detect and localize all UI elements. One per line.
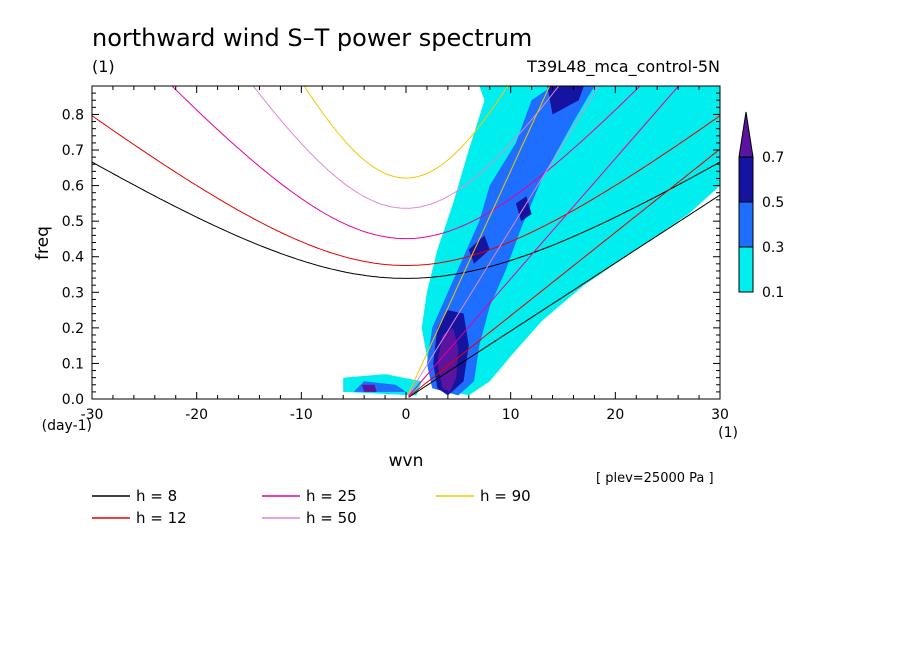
x-tick-label: 10 [502,407,520,423]
legend-label: h = 12 [136,509,187,527]
legend-label: h = 90 [480,487,531,505]
curve-h-12 [92,115,720,266]
y-tick-label: 0.6 [62,179,84,195]
contour-region [362,384,377,392]
curve-branch [408,86,680,397]
contour-region [468,235,490,264]
dispersion-curves [92,86,720,398]
colorbar-label: 0.7 [762,150,784,166]
colorbar-label: 0.1 [762,285,784,301]
run-label: T39L48_mca_control-5N [526,57,720,77]
legend-label: h = 25 [306,487,357,505]
x-tick-label: 0 [402,407,411,423]
colorbar-segment [738,201,754,248]
contour-region [479,86,527,129]
curve-branch [408,86,600,395]
x-tick-label: -10 [290,407,313,423]
y-tick-label: 0.7 [62,143,84,159]
contour-shading [343,86,720,396]
colorbar-segment [738,156,754,203]
x-tick-label: 30 [711,407,729,423]
y-tick-label: 0.3 [62,285,84,301]
y-tick-label: 0.1 [62,356,84,372]
contour-region [421,86,720,396]
colorbar: 0.1 0.3 0.5 0.7 [738,111,784,301]
y-tick-label: 0.4 [62,250,84,266]
contour-region [437,327,459,392]
x-unit-label: (1) [718,425,738,441]
y-unit-label: (day-1) [42,418,92,434]
colorbar-label: 0.5 [762,195,784,211]
legend-label: h = 8 [136,487,177,505]
legend-label: h = 50 [306,509,357,527]
x-axis: -30 -20 -10 0 10 20 30 [81,86,729,423]
y-axis-title: freq [33,226,53,260]
legend: h = 8 h = 12 h = 25 h = 50 h = 90 [92,487,531,527]
curve-branch [408,194,720,398]
curve-h-8 [92,161,720,279]
units-label: (1) [92,57,115,76]
y-tick-label: 0.8 [62,107,84,123]
x-tick-label: 20 [606,407,624,423]
colorbar-segment [738,246,754,293]
y-tick-label: 0.2 [62,321,84,337]
y-tick-label: 0.0 [62,392,84,408]
contour-region [426,86,595,396]
curve-h-25 [171,86,641,240]
chart-title: northward wind S–T power spectrum [92,24,532,52]
curve-h-50 [252,86,560,209]
colorbar-extend-arrow [738,111,754,158]
curve-branch [408,148,720,398]
curve-branch [408,86,551,394]
x-tick-label: -20 [185,407,208,423]
x-axis-title: wvn [389,451,424,471]
x-tick-label: -30 [81,407,104,423]
curve-h-90 [303,86,509,179]
contour-region [547,86,584,115]
y-tick-label: 0.5 [62,214,84,230]
y-axis: 0.0 0.1 0.2 0.3 0.4 0.5 0.6 0.7 0.8 [62,85,720,408]
colorbar-label: 0.3 [762,240,784,256]
pressure-level-note: [ plev=25000 Pa ] [596,471,714,486]
